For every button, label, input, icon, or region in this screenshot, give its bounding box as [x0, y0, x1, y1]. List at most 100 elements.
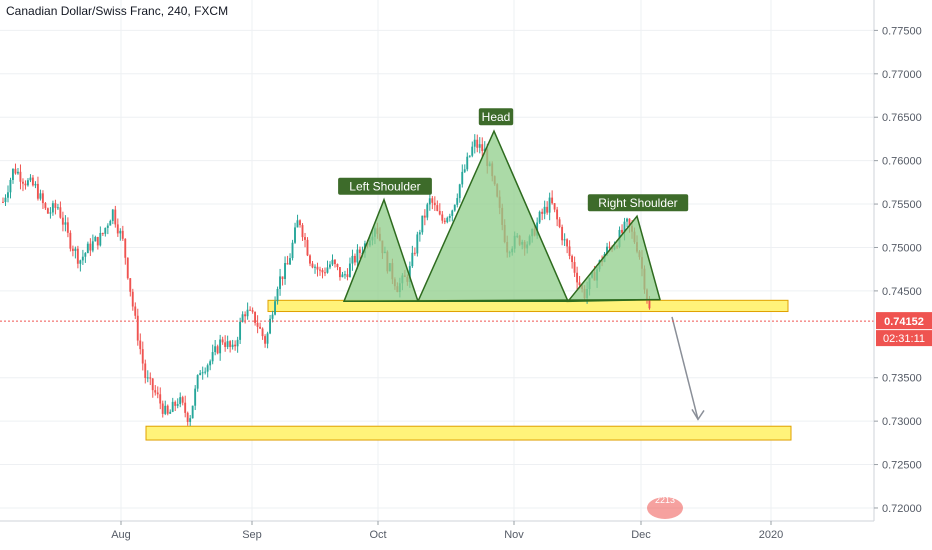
candle-body — [189, 418, 192, 422]
candle-body — [194, 388, 197, 406]
candle-body — [191, 405, 194, 419]
candle-body — [151, 378, 154, 391]
candle-body — [421, 215, 424, 233]
candle-body — [626, 218, 628, 222]
watermark-logo: 2213 — [647, 495, 683, 519]
candle-body — [2, 201, 4, 203]
candle-body — [289, 258, 291, 265]
candle-body — [481, 144, 484, 152]
candle-body — [96, 236, 99, 246]
candle-body — [296, 220, 299, 228]
candle-body — [29, 177, 32, 181]
candle-body — [483, 148, 486, 152]
candle-body — [94, 236, 97, 242]
candle-body — [411, 252, 414, 267]
overlay: 2213 — [0, 316, 874, 519]
candle-body — [139, 340, 142, 350]
candle-body — [229, 341, 232, 347]
price-tick-label: 0.76000 — [882, 156, 922, 168]
candle-body — [34, 183, 37, 186]
candle-body — [551, 197, 554, 204]
candle-body — [314, 266, 316, 268]
candle-body — [214, 346, 217, 353]
candle-body — [291, 242, 294, 259]
candle-body — [109, 220, 112, 226]
candle-body — [573, 262, 576, 273]
left-shoulder-triangle — [342, 197, 420, 303]
candle-body — [159, 394, 162, 404]
chart-title: Canadian Dollar/Swiss Franc, 240, FXCM — [6, 4, 229, 18]
candle-body — [326, 267, 329, 273]
candle-body — [119, 230, 122, 234]
candle-body — [24, 183, 27, 186]
candle-body — [279, 276, 281, 289]
candle-body — [241, 314, 244, 322]
candle-body — [301, 225, 304, 238]
candle-body — [416, 234, 419, 254]
candle-body — [269, 318, 271, 334]
candle-body — [324, 272, 326, 274]
candle-body — [106, 225, 109, 228]
right-shoulder-label-bg — [587, 194, 689, 212]
candle-body — [648, 300, 651, 309]
candle-body — [331, 259, 334, 265]
candle-body — [576, 272, 579, 283]
projection-arrow — [671, 316, 699, 420]
left-shoulder-label-text: Left Shoulder — [349, 180, 420, 194]
target-zone — [145, 425, 792, 441]
price-tick-label: 0.77000 — [882, 69, 922, 81]
candle-body — [286, 263, 289, 265]
candle-body — [104, 227, 107, 234]
candle-body — [144, 363, 147, 378]
candle-body — [578, 282, 581, 286]
candle-body — [546, 206, 549, 213]
candle-body — [46, 208, 49, 214]
candle-body — [441, 214, 444, 221]
candle-body — [306, 239, 309, 256]
candle-body — [59, 207, 62, 218]
candle-body — [39, 193, 42, 199]
right-shoulder-label: Right Shoulder — [587, 194, 689, 212]
candle-body — [348, 263, 351, 278]
candle-body — [209, 361, 212, 366]
candle-body — [114, 209, 117, 225]
candle-body — [76, 248, 79, 264]
candle-body — [171, 401, 174, 412]
candle-body — [254, 311, 257, 323]
candle-body — [261, 328, 264, 337]
candle-body — [156, 392, 159, 395]
candle-body — [428, 198, 431, 205]
candle-body — [408, 266, 411, 282]
candle-body — [131, 291, 134, 307]
candle-body — [338, 267, 341, 278]
time-tick-label: Nov — [504, 529, 524, 541]
candle-body — [556, 209, 559, 220]
candle-body — [316, 266, 319, 270]
candle-body — [358, 249, 361, 253]
candle-body — [161, 403, 164, 414]
candle-body — [16, 171, 19, 174]
projection-arrow-head — [691, 409, 705, 421]
candle-body — [74, 248, 77, 251]
candle-body — [448, 215, 451, 218]
candle-body — [543, 206, 546, 214]
candle-body — [211, 352, 214, 362]
candle-body — [353, 255, 356, 263]
time-tick-label: Aug — [111, 529, 131, 541]
candle-body — [89, 243, 92, 251]
candle-body — [561, 226, 564, 241]
time-tick-label: Dec — [631, 529, 651, 541]
left-shoulder-label-bg — [338, 177, 432, 195]
candle-body — [166, 405, 169, 414]
candle-body — [184, 402, 187, 413]
candle-body — [64, 222, 67, 225]
candle-body — [204, 371, 207, 373]
candle-body — [54, 203, 57, 208]
candle-body — [433, 202, 436, 206]
candle-body — [174, 401, 177, 406]
candle-body — [271, 314, 274, 319]
time-tick-label: 2020 — [759, 529, 783, 541]
candle-body — [621, 229, 623, 233]
